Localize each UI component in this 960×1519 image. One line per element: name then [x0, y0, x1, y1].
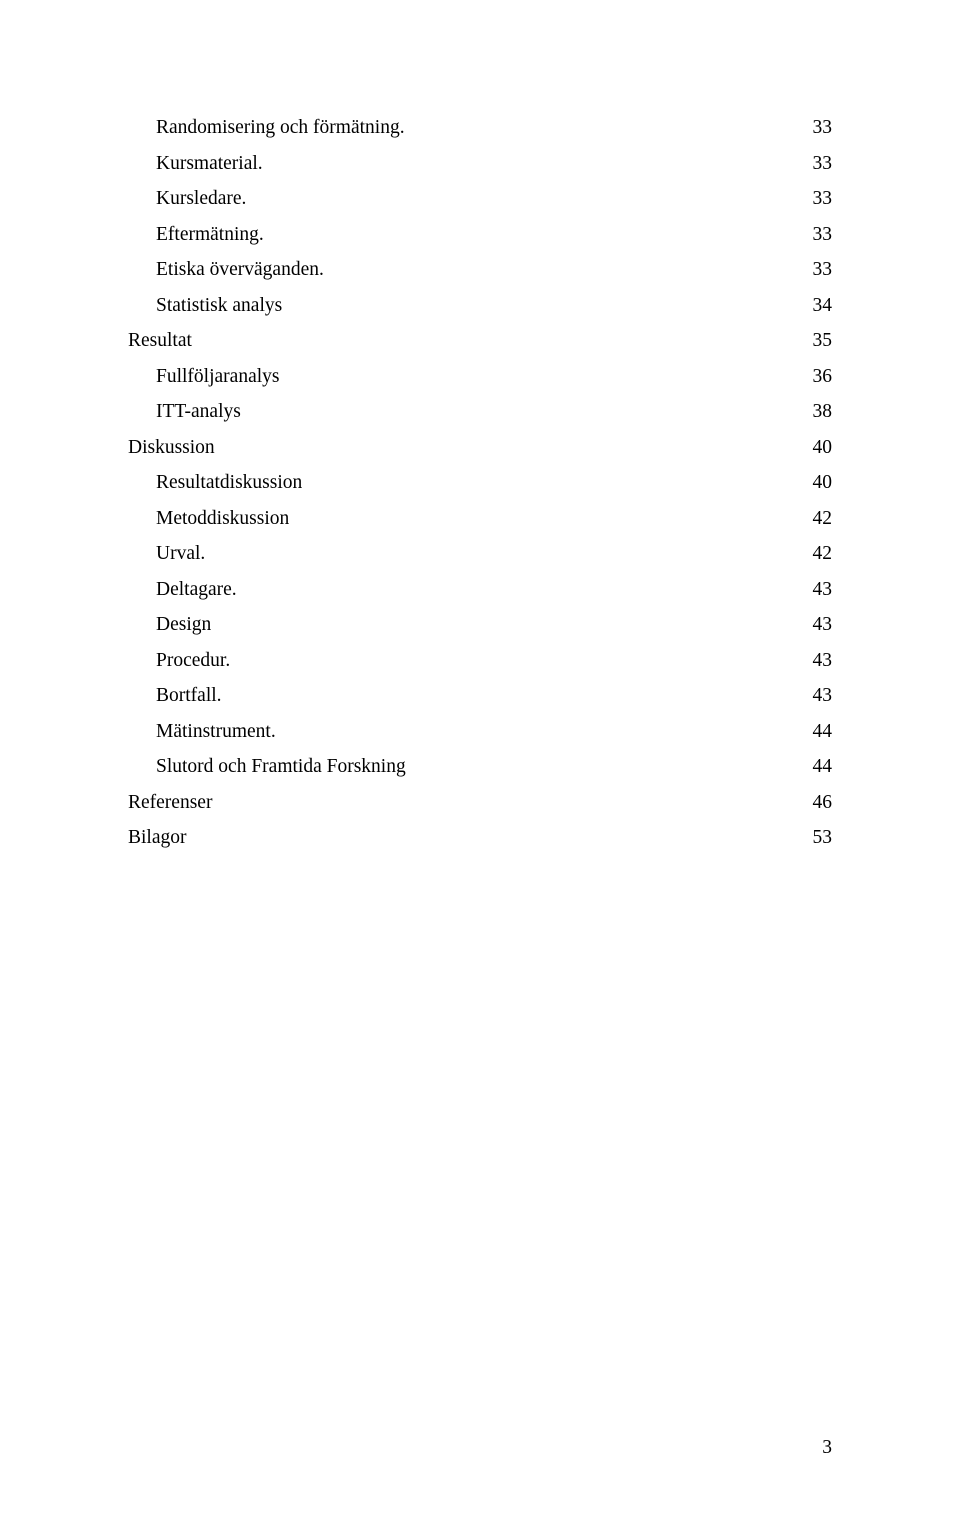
- table-of-contents: Randomisering och förmätning.33Kursmater…: [128, 118, 832, 848]
- toc-entry-page: 46: [813, 793, 833, 813]
- toc-entry-page: 33: [813, 118, 833, 138]
- toc-entry-label: Fullföljaranalys: [156, 367, 279, 387]
- toc-entry-label: Procedur.: [156, 651, 230, 671]
- toc-entry-label: Resultatdiskussion: [156, 473, 302, 493]
- toc-entry: Diskussion 40: [128, 438, 832, 458]
- toc-entry-page: 33: [813, 154, 833, 174]
- toc-entry-label: Referenser: [128, 793, 212, 813]
- toc-entry-page: 44: [813, 722, 833, 742]
- toc-entry-page: 38: [813, 402, 833, 422]
- toc-entry: Bortfall. 43: [128, 686, 832, 706]
- toc-entry-label: Mätinstrument.: [156, 722, 276, 742]
- toc-entry-label: Etiska överväganden.: [156, 260, 324, 280]
- toc-entry: Kursmaterial. 33: [128, 154, 832, 174]
- toc-entry: Urval. 42: [128, 544, 832, 564]
- toc-entry-page: 35: [813, 331, 833, 351]
- toc-entry-page: 42: [813, 509, 833, 529]
- toc-entry: Mätinstrument. 44: [128, 722, 832, 742]
- toc-entry: ITT-analys 38: [128, 402, 832, 422]
- toc-entry-label: Bortfall.: [156, 686, 222, 706]
- toc-entry-page: 43: [813, 686, 833, 706]
- document-page: Randomisering och förmätning.33Kursmater…: [0, 0, 960, 1519]
- toc-entry: Statistisk analys 34: [128, 296, 832, 316]
- toc-entry: Etiska överväganden. 33: [128, 260, 832, 280]
- toc-entry-page: 40: [813, 438, 833, 458]
- toc-entry-page: 44: [813, 757, 833, 777]
- toc-entry: Metoddiskussion 42: [128, 509, 832, 529]
- toc-entry-page: 42: [813, 544, 833, 564]
- toc-entry-page: 43: [813, 651, 833, 671]
- toc-entry-page: 36: [813, 367, 833, 387]
- page-number: 3: [822, 1437, 832, 1459]
- toc-entry-page: 33: [813, 189, 833, 209]
- toc-entry-label: Diskussion: [128, 438, 215, 458]
- toc-entry-label: Statistisk analys: [156, 296, 282, 316]
- toc-entry-page: 53: [813, 828, 833, 848]
- toc-entry-page: 40: [813, 473, 833, 493]
- toc-entry: Randomisering och förmätning. 33: [128, 118, 832, 138]
- toc-entry: Referenser 46: [128, 793, 832, 813]
- toc-entry-page: 34: [813, 296, 833, 316]
- toc-entry: Fullföljaranalys 36: [128, 367, 832, 387]
- toc-entry-page: 43: [813, 615, 833, 635]
- toc-entry: Kursledare. 33: [128, 189, 832, 209]
- toc-entry-label: Metoddiskussion: [156, 509, 289, 529]
- toc-entry-label: Slutord och Framtida Forskning: [156, 757, 406, 777]
- toc-entry-label: Resultat: [128, 331, 192, 351]
- toc-entry-page: 33: [813, 260, 833, 280]
- toc-entry-label: Randomisering och förmätning.: [156, 118, 405, 138]
- toc-entry-label: Deltagare.: [156, 580, 237, 600]
- toc-entry-label: Urval.: [156, 544, 205, 564]
- toc-entry: Design 43: [128, 615, 832, 635]
- toc-entry-page: 43: [813, 580, 833, 600]
- toc-entry-label: Eftermätning.: [156, 225, 264, 245]
- toc-entry: Resultat 35: [128, 331, 832, 351]
- toc-entry-label: Design: [156, 615, 211, 635]
- toc-entry: Slutord och Framtida Forskning 44: [128, 757, 832, 777]
- toc-entry: Deltagare. 43: [128, 580, 832, 600]
- toc-entry-label: ITT-analys: [156, 402, 241, 422]
- toc-entry: Resultatdiskussion 40: [128, 473, 832, 493]
- toc-entry-label: Kursledare.: [156, 189, 246, 209]
- toc-entry: Eftermätning. 33: [128, 225, 832, 245]
- toc-entry: Procedur. 43: [128, 651, 832, 671]
- toc-entry: Bilagor 53: [128, 828, 832, 848]
- toc-entry-page: 33: [813, 225, 833, 245]
- toc-entry-label: Bilagor: [128, 828, 187, 848]
- toc-entry-label: Kursmaterial.: [156, 154, 263, 174]
